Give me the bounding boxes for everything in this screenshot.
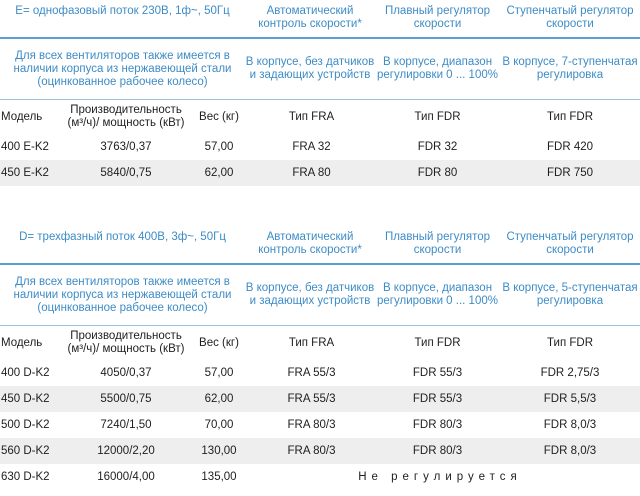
d-stainless-note: Для всех вентиляторов также имеется в на…: [13, 275, 232, 314]
d-separator: [0, 263, 640, 265]
d-col-fdr: Тип FDR: [414, 336, 461, 349]
d-row3-fdr-step: FDR 8,0/3: [543, 418, 597, 431]
e-col-model: Модель: [1, 110, 43, 123]
e-separator-2: [0, 99, 640, 100]
e-sub-row: Для всех вентиляторов также имеется в на…: [0, 39, 640, 99]
e-header-row: E= однофазовый поток 230В, 1ф~, 50Гц Авт…: [0, 0, 640, 37]
d-row1-performance: 4050/0,37: [100, 366, 152, 379]
d-column-headers: Модель Производительность (м³/ч)/ мощнос…: [0, 326, 640, 360]
d-col-performance: Производительность (м³/ч)/ мощность (кВт…: [67, 330, 185, 355]
d-row2-fdr-step: FDR 5,5/3: [543, 392, 597, 405]
e-row1-fra: FRA 32: [292, 140, 331, 153]
d-col-model: Модель: [1, 336, 43, 349]
d-table: D= трехфазный поток 400В, 3ф~, 50Гц Авто…: [0, 226, 640, 483]
d-row4-fra: FRA 80/3: [287, 444, 336, 457]
d-row1-fdr-step: FDR 2,75/3: [540, 366, 600, 379]
table-row: 500 D-K2 7240/1,50 70,00 FRA 80/3 FDR 80…: [0, 412, 640, 438]
e-step-regulator-desc: В корпусе, 7-ступенчатая регулировка: [502, 56, 638, 81]
d-body: 400 D-K2 4050/0,37 57,00 FRA 55/3 FDR 55…: [0, 360, 640, 490]
e-auto-control-desc: В корпусе, без датчиков и задающих устро…: [245, 56, 375, 81]
e-row2-performance: 5840/0,75: [100, 166, 152, 179]
d-col-fra: Тип FRA: [288, 336, 335, 349]
table-row: 630 D-K2 16000/4,00 135,00 Не регулирует…: [0, 464, 640, 490]
d-row4-fdr: FDR 80/3: [412, 444, 463, 457]
d-row3-performance: 7240/1,50: [100, 418, 152, 431]
d-header-row: D= трехфазный поток 400В, 3ф~, 50Гц Авто…: [0, 226, 640, 263]
e-col-performance: Производительность (м³/ч)/ мощность (кВт…: [67, 104, 185, 129]
d-row5-model: 630 D-K2: [1, 470, 50, 483]
d-row2-model: 450 D-K2: [1, 392, 50, 405]
e-table: E= однофазовый поток 230В, 1ф~, 50Гц Авт…: [0, 0, 640, 186]
e-row1-model: 400 E-K2: [1, 140, 49, 153]
d-row2-performance: 5500/0,75: [100, 392, 152, 405]
e-row2-fdr: FDR 80: [417, 166, 458, 179]
e-body: 400 E-K2 3763/0,37 57,00 FRA 32 FDR 32 F…: [0, 134, 640, 186]
e-col-fra: Тип FRA: [288, 110, 335, 123]
e-col-weight: Вес (кг): [199, 110, 239, 123]
e-col-fdr: Тип FDR: [414, 110, 461, 123]
e-col-fdr-step: Тип FDR: [547, 110, 593, 123]
e-step-regulator-header: Ступенчатый регулятор скорости: [506, 5, 634, 30]
d-row5-weight: 135,00: [201, 470, 237, 483]
d-row4-performance: 12000/2,20: [97, 444, 155, 457]
table-row: 400 D-K2 4050/0,37 57,00 FRA 55/3 FDR 55…: [0, 360, 640, 386]
e-separator: [0, 37, 640, 39]
d-row1-fdr: FDR 55/3: [412, 366, 463, 379]
d-sub-row: Для всех вентиляторов также имеется в на…: [0, 265, 640, 325]
d-row5-performance: 16000/4,00: [97, 470, 155, 483]
d-supply-title: D= трехфазный поток 400В, 3ф~, 50Гц: [19, 231, 226, 243]
d-row1-weight: 57,00: [204, 366, 234, 379]
e-row1-fdr-step: FDR 420: [546, 140, 594, 153]
e-stainless-note: Для всех вентиляторов также имеется в на…: [13, 49, 232, 88]
e-row2-fra: FRA 80: [292, 166, 331, 179]
d-row2-fra: FRA 55/3: [287, 392, 336, 405]
e-smooth-regulator-header: Плавный регулятор скорости: [384, 5, 491, 30]
d-auto-control-desc: В корпусе, без датчиков и задающих устро…: [245, 282, 375, 307]
e-row1-performance: 3763/0,37: [100, 140, 152, 153]
d-step-regulator-desc: В корпусе, 5-ступенчатая регулировка: [502, 282, 638, 307]
e-row1-fdr: FDR 32: [417, 140, 458, 153]
d-row3-model: 500 D-K2: [1, 418, 50, 431]
d-auto-control-header: Автоматический контроль скорости*: [258, 231, 362, 256]
d-separator-2: [0, 325, 640, 326]
e-smooth-regulator-desc: В корпусе, диапазон регулировки 0 ... 10…: [377, 56, 498, 81]
e-row1-weight: 57,00: [204, 140, 234, 153]
not-regulated-note: Не регулируется: [358, 470, 522, 483]
table-row: 450 D-K2 5500/0,75 62,00 FRA 55/3 FDR 55…: [0, 386, 640, 412]
table-row: 560 D-K2 12000/2,20 130,00 FRA 80/3 FDR …: [0, 438, 640, 464]
d-step-regulator-header: Ступенчатый регулятор скорости: [506, 231, 634, 256]
d-row3-fra: FRA 80/3: [287, 418, 336, 431]
table-row: 400 E-K2 3763/0,37 57,00 FRA 32 FDR 32 F…: [0, 134, 640, 160]
d-row4-weight: 130,00: [201, 444, 237, 457]
d-row3-weight: 70,00: [204, 418, 234, 431]
d-smooth-regulator-header: Плавный регулятор скорости: [384, 231, 491, 256]
e-supply-title: E= однофазовый поток 230В, 1ф~, 50Гц: [15, 5, 230, 17]
e-row2-weight: 62,00: [204, 166, 234, 179]
d-row1-fra: FRA 55/3: [287, 366, 336, 379]
d-row3-fdr: FDR 80/3: [412, 418, 463, 431]
d-row2-fdr: FDR 55/3: [412, 392, 463, 405]
d-row1-model: 400 D-K2: [1, 366, 50, 379]
d-col-fdr-step: Тип FDR: [547, 336, 593, 349]
d-row4-model: 560 D-K2: [1, 444, 50, 457]
e-row2-model: 450 E-K2: [1, 166, 49, 179]
d-row2-weight: 62,00: [204, 392, 234, 405]
table-row: 450 E-K2 5840/0,75 62,00 FRA 80 FDR 80 F…: [0, 160, 640, 186]
d-smooth-regulator-desc: В корпусе, диапазон регулировки 0 ... 10…: [377, 282, 498, 307]
e-column-headers: Модель Производительность (м³/ч)/ мощнос…: [0, 100, 640, 134]
d-col-weight: Вес (кг): [199, 336, 239, 349]
d-row4-fdr-step: FDR 8,0/3: [543, 444, 597, 457]
e-auto-control-header: Автоматический контроль скорости*: [258, 5, 362, 30]
e-row2-fdr-step: FDR 750: [546, 166, 594, 179]
